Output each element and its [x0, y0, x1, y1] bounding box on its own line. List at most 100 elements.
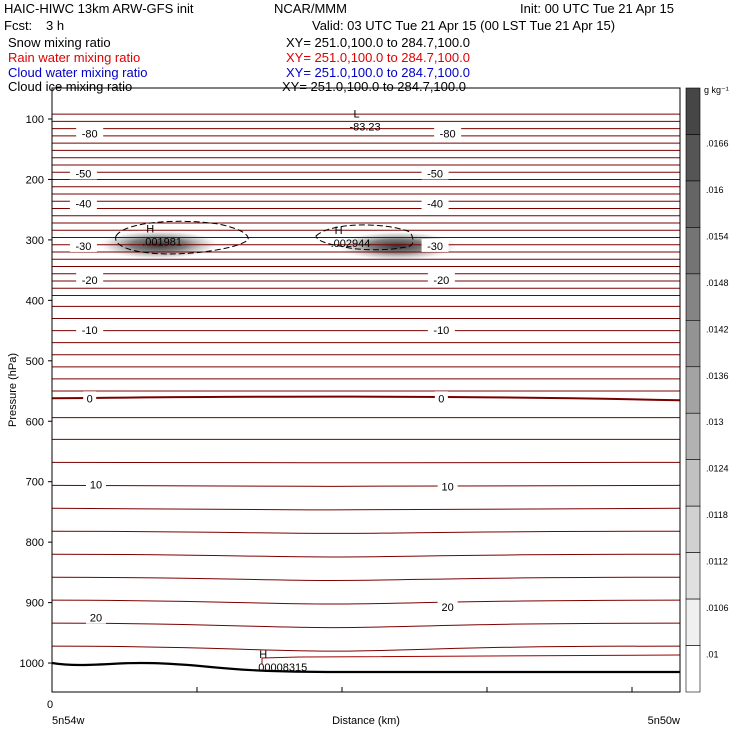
isotherm-label-bg — [69, 166, 97, 180]
isotherm-label-bg — [421, 238, 449, 252]
field-xy-cloud-water: XY= 251.0,100.0 to 284.7,100.0 — [286, 65, 470, 80]
isotherm-label-bg — [421, 196, 449, 210]
isotherm-zero — [52, 395, 680, 402]
colorbar-segment — [685, 459, 701, 507]
x-axis-title: Distance (km) — [332, 715, 400, 727]
isotherm-label: -80 — [82, 129, 98, 141]
colorbar: g kg⁻¹ .0166 .016 .0154 .0148 .0142 .0136 .013… — [685, 85, 729, 693]
isotherm — [52, 530, 680, 534]
isotherm-label: 0 — [87, 393, 93, 405]
isotherm — [52, 622, 680, 629]
extremum-mark: L — [353, 108, 359, 120]
extremum-mark: H — [146, 223, 154, 235]
colorbar-segment — [685, 552, 701, 600]
isotherm — [52, 645, 680, 652]
isotherm — [52, 599, 680, 605]
extremum-value: .00008315 — [255, 662, 307, 674]
isotherm-label-bg — [76, 272, 104, 286]
distance-axis: 0 5n54w Distance (km) 5n50w — [47, 687, 680, 727]
isotherm-label-bg — [437, 599, 458, 613]
y-tick-label: 900 — [26, 598, 44, 610]
rain-contour — [261, 654, 681, 664]
isotherm-label: 20 — [90, 613, 102, 625]
y-tick-label: 1000 — [20, 658, 44, 670]
isotherm-label: -50 — [427, 168, 443, 180]
y-tick-label: 400 — [26, 295, 44, 307]
colorbar-segment — [685, 366, 701, 414]
isotherm-label: 10 — [442, 482, 454, 494]
extremum-value: .001981 — [142, 236, 182, 248]
x-left-endpoint-label: 5n54w — [52, 715, 84, 727]
isotherm-label-bg — [69, 238, 97, 252]
isotherm-label-bg — [69, 196, 97, 210]
model-title: HAIC-HIWC 13km ARW-GFS init — [4, 1, 194, 16]
x-right-endpoint-label: 5n50w — [648, 715, 680, 727]
isotherm-label: -30 — [427, 241, 443, 253]
y-tick-label: 500 — [26, 356, 44, 368]
colorbar-segment — [685, 505, 701, 553]
field-xy-rain: XY= 251.0,100.0 to 284.7,100.0 — [286, 50, 470, 65]
colorbar-label: .013 — [706, 417, 724, 427]
field-xy-cloud-ice: XY= 251.0,100.0 to 284.7,100.0 — [282, 79, 466, 94]
isotherm-label: -30 — [75, 241, 91, 253]
colorbar-segment — [685, 227, 701, 275]
isotherm-label: -40 — [427, 199, 443, 211]
field-name-rain: Rain water mixing ratio — [8, 50, 141, 65]
colorbar-label: .01 — [706, 650, 719, 660]
valid-time: Valid: 03 UTC Tue 21 Apr 15 (00 LST Tue … — [312, 18, 616, 33]
extremum-mark: H — [259, 649, 267, 661]
forecast-value: 3 h — [46, 18, 65, 33]
colorbar-label: .0166 — [706, 138, 729, 148]
isotherm-label-bg — [421, 166, 449, 180]
colorbar-label: .0136 — [706, 371, 729, 381]
cloud-ice-contour-left — [115, 220, 249, 255]
field-name-cloud-ice: Cloud ice mixing ratio — [8, 79, 133, 94]
isotherm-label: 0 — [438, 393, 444, 405]
isotherm — [52, 507, 680, 511]
y-tick-label: 600 — [26, 416, 44, 428]
isotherm-label-bg — [85, 610, 106, 624]
cloud-ice-contours — [115, 220, 414, 255]
cloud-ice-contour-right — [315, 224, 414, 251]
isotherm-label-bg — [83, 391, 97, 405]
isotherm — [52, 576, 680, 581]
isotherm — [52, 553, 680, 558]
colorbar-segment — [685, 273, 701, 321]
field-xy-snow: XY= 251.0,100.0 to 284.7,100.0 — [286, 35, 470, 50]
isotherm-label: 20 — [442, 602, 454, 614]
extremum-mark: H — [335, 225, 343, 237]
isotherm-label-bg — [85, 477, 106, 491]
isotherm-label: -10 — [82, 325, 98, 337]
colorbar-label: .016 — [706, 185, 724, 195]
pressure-axis: 100 200 300 400 500 600 700 800 900 1000 — [20, 114, 52, 670]
isotherm-label-bg — [434, 126, 462, 140]
y-tick-label: 100 — [26, 114, 44, 126]
colorbar-label: .0118 — [706, 510, 728, 520]
y-tick-label: 800 — [26, 537, 44, 549]
extremum-value: -83.23 — [349, 121, 380, 133]
colorbar-segment — [685, 598, 701, 646]
forecast-label: Fcst: — [4, 18, 33, 33]
isotherm-label-bg — [76, 322, 104, 336]
snow-maximum-blob — [335, 230, 460, 261]
colorbar-segment — [685, 412, 701, 460]
colorbar-segment — [685, 645, 701, 693]
terrain-surface — [51, 654, 681, 674]
isotherm-lines: -80 -80 -50 -50 -40 -40 -30 -30 -20 -20 -10 -10 0 0 10… — [52, 113, 680, 652]
colorbar-label: .0124 — [706, 464, 729, 474]
colorbar-segment — [685, 320, 701, 368]
terrain-line — [51, 661, 680, 674]
org-label: NCAR/MMM — [274, 1, 347, 16]
extremum-value: .002944 — [331, 238, 371, 250]
isotherm-label: -40 — [75, 199, 91, 211]
colorbar-unit: g kg⁻¹ — [704, 85, 729, 95]
init-time: Init: 00 UTC Tue 21 Apr 15 — [520, 1, 674, 16]
isotherm — [52, 484, 680, 487]
y-tick-label: 300 — [26, 235, 44, 247]
colorbar-segment — [685, 87, 701, 135]
colorbar-label: .0142 — [706, 324, 729, 334]
plot-frame — [51, 87, 681, 693]
isotherm-label-bg — [434, 391, 448, 405]
